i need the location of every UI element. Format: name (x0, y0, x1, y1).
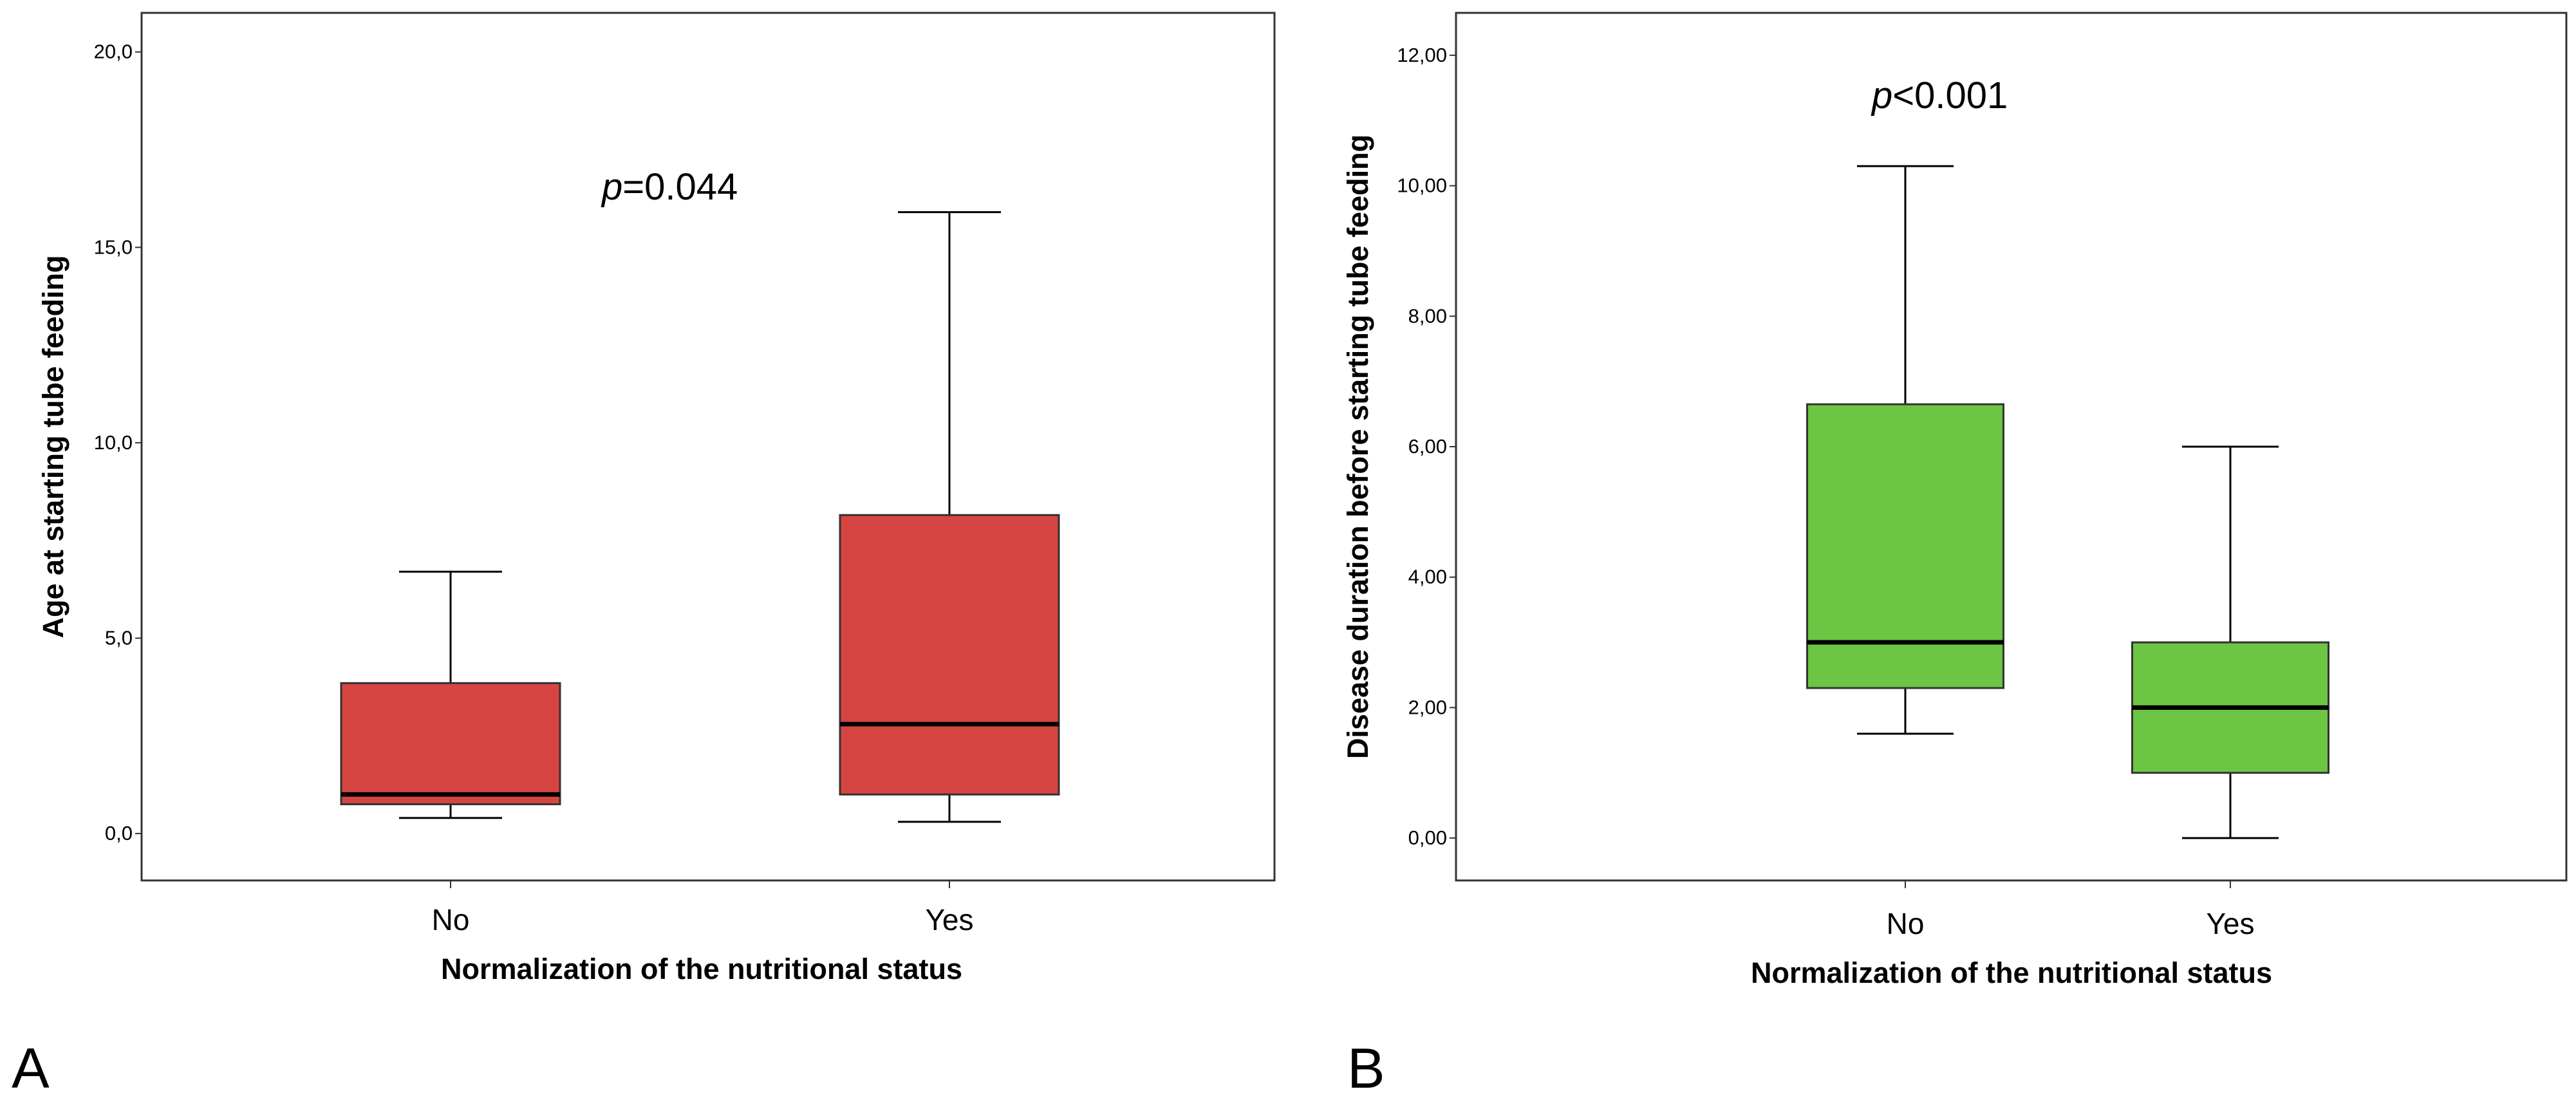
p-value-annotation-a: p=0.044 (601, 166, 738, 208)
y-tick-label: 12,00 (1397, 44, 1447, 66)
box-group-yes: Yes (839, 211, 1060, 936)
y-tick-label: 15,0 (94, 236, 133, 258)
y-tick-label: 10,0 (94, 431, 133, 454)
box-group-no: No (1806, 165, 2004, 940)
p-value-symbol-a: p (601, 166, 622, 208)
y-tick-label: 4,00 (1408, 566, 1447, 588)
p-value-text-b: <0.001 (1892, 75, 2008, 116)
p-value-symbol-b: p (1871, 75, 1892, 116)
y-axis-b: 0,00 2,00 4,00 6,00 8,00 10,00 12,00 (1397, 44, 1456, 849)
p-value-annotation-b: p<0.001 (1871, 75, 2008, 116)
x-category-label: No (432, 903, 470, 936)
boxes-b: No Yes (1806, 165, 2329, 940)
y-tick-label: 8,00 (1408, 304, 1447, 327)
box-group-yes: Yes (2131, 445, 2329, 940)
boxes-a: No Yes (340, 211, 1060, 936)
y-tick-label: 5,0 (105, 627, 133, 649)
y-tick-label: 20,0 (94, 41, 133, 63)
y-axis-a: 0,0 5,0 10,0 15,0 20,0 (94, 41, 142, 844)
y-tick-label: 0,0 (105, 822, 133, 844)
plot-frame-b (1455, 12, 2568, 882)
x-axis-title-b: Normalization of the nutritional status (1751, 956, 2272, 989)
y-axis-title-b: Disease duration before starting tube fe… (1341, 135, 1374, 759)
x-axis-title-a: Normalization of the nutritional status (441, 953, 962, 985)
panel-a: 0,0 5,0 10,0 15,0 20,0 No Yes Age at starting… (12, 12, 1276, 1098)
y-tick-label: 6,00 (1408, 435, 1447, 458)
panel-label-a: A (12, 1036, 50, 1098)
p-value-text-a: =0.044 (622, 166, 738, 208)
iqr-box (839, 514, 1060, 796)
y-axis-title-a: Age at starting tube feeding (37, 255, 70, 638)
y-tick-label: 10,00 (1397, 174, 1447, 197)
x-category-label: No (1887, 907, 1925, 940)
plot-frame-a (140, 12, 1276, 882)
iqr-box (340, 682, 561, 806)
y-tick-label: 2,00 (1408, 696, 1447, 718)
iqr-box (1806, 403, 2004, 689)
box-group-no: No (340, 570, 561, 936)
y-tick-label: 0,00 (1408, 826, 1447, 849)
panel-label-b: B (1347, 1036, 1385, 1098)
panel-b: 0,00 2,00 4,00 6,00 8,00 10,00 12,00 No Yes Dis… (1341, 12, 2568, 1098)
x-category-label: Yes (2206, 907, 2254, 940)
x-category-label: Yes (925, 903, 973, 936)
